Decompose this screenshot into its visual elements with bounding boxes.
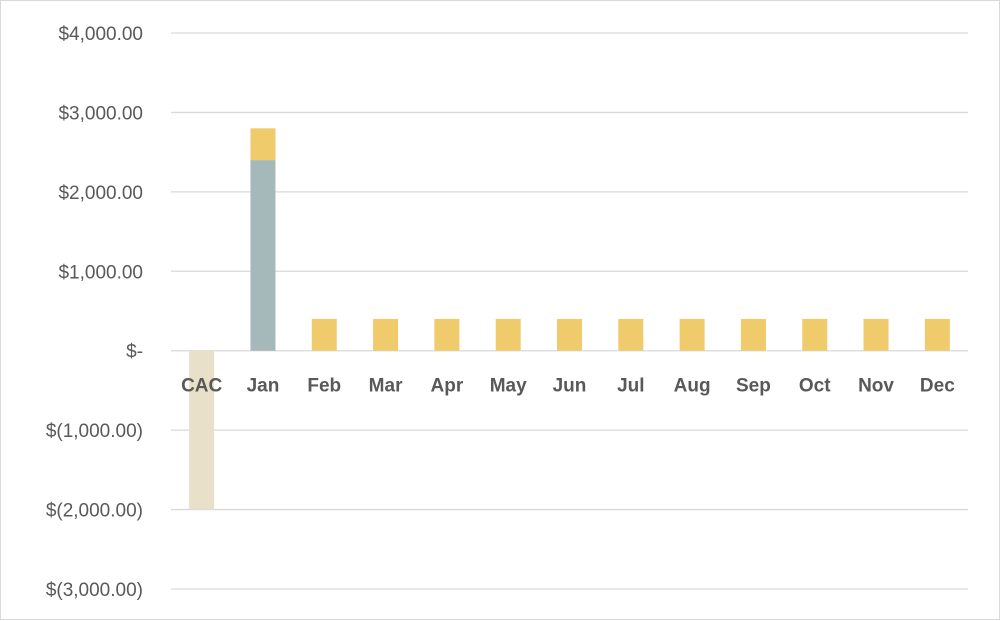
x-tick-label-feb: Feb — [307, 376, 341, 397]
y-tick-label: $- — [126, 342, 143, 363]
x-tick-label-jul: Jul — [617, 376, 644, 397]
bar-apr-series-3 — [434, 318, 460, 351]
bar-may-series-3 — [495, 318, 521, 351]
gridlines — [171, 32, 968, 590]
x-axis-labels: CAC Jan Feb Mar Apr May Jun Jul Aug Sep Oct Nov Dec — [181, 376, 955, 397]
bar-feb-series-3 — [311, 318, 337, 351]
x-tick-label-dec: Dec — [920, 376, 955, 397]
y-tick-label: $(2,000.00) — [46, 501, 143, 522]
x-tick-label-mar: Mar — [369, 376, 403, 397]
bar-mar-series-3 — [373, 318, 399, 351]
x-tick-label-may: May — [490, 376, 527, 397]
bar-jan-series-2 — [250, 160, 276, 351]
y-tick-label: $(1,000.00) — [46, 421, 143, 442]
bar-dec-series-3 — [924, 318, 950, 351]
bars — [189, 128, 950, 510]
x-tick-label-jan: Jan — [247, 376, 280, 397]
x-tick-label-sep: Sep — [736, 376, 771, 397]
y-tick-label: $2,000.00 — [58, 183, 143, 204]
bar-jan-series-3 — [250, 128, 276, 161]
bar-jun-series-3 — [557, 318, 582, 351]
bar-sep-series-3 — [740, 318, 766, 351]
x-tick-label-jun: Jun — [553, 376, 587, 397]
y-tick-label: $(3,000.00) — [46, 580, 143, 601]
x-tick-label-nov: Nov — [858, 376, 894, 397]
bar-aug-series-3 — [679, 318, 705, 351]
bar-cac-series-1 — [189, 350, 215, 510]
y-tick-label: $3,000.00 — [58, 103, 143, 124]
x-tick-label-oct: Oct — [799, 376, 831, 397]
y-tick-label: $1,000.00 — [58, 262, 143, 283]
bar-nov-series-3 — [863, 318, 889, 351]
x-tick-label-apr: Apr — [431, 376, 464, 397]
x-tick-label-cac: CAC — [181, 376, 222, 397]
y-tick-label: $4,000.00 — [58, 24, 143, 45]
bar-oct-series-3 — [802, 318, 828, 351]
y-axis-labels: $4,000.00 $3,000.00 $2,000.00 $1,000.00 $- $(… — [46, 24, 143, 601]
x-tick-label-aug: Aug — [674, 376, 711, 397]
bar-jul-series-3 — [618, 318, 644, 351]
